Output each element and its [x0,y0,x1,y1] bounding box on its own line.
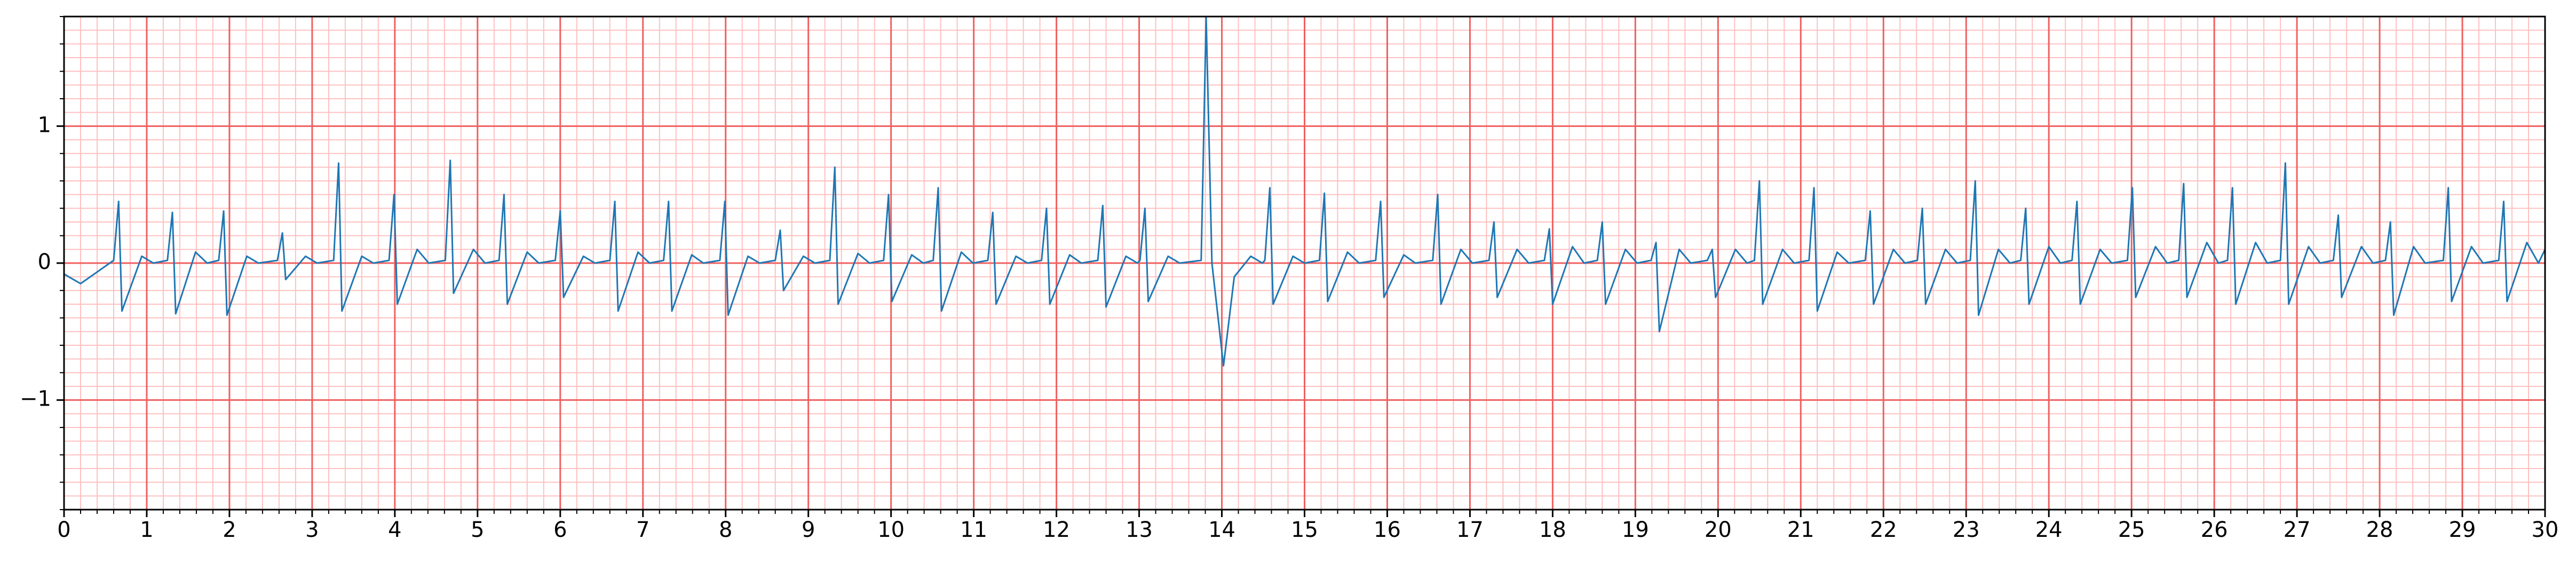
signal-line [64,15,2546,367]
x-tick-label: 2 [223,518,236,542]
x-tick-label: 8 [719,518,732,542]
x-tick-label: 14 [1208,518,1235,542]
x-tick-label: 24 [2035,518,2063,542]
x-tick-label: 29 [2449,518,2476,542]
x-tick-label: 12 [1043,518,1070,542]
x-tick-label: 27 [2284,518,2311,542]
x-tick-label: 15 [1291,518,1318,542]
x-tick-label: 13 [1125,518,1153,542]
x-tick-label: 7 [636,518,649,542]
x-tick-label: 16 [1374,518,1401,542]
x-tick-label: 6 [553,518,567,542]
x-tick-label: 4 [388,518,401,542]
x-tick-label: 26 [2201,518,2228,542]
x-tick-label: 11 [960,518,987,542]
x-tick-label: 5 [471,518,484,542]
y-tick-label: −1 [20,387,51,411]
y-tick-label: 0 [38,250,51,274]
x-tick-label: 22 [1870,518,1897,542]
x-tick-label: 1 [140,518,153,542]
x-tick-label: 3 [305,518,319,542]
x-tick-label: 19 [1622,518,1649,542]
x-tick-label: 9 [802,518,815,542]
x-tick-label: 10 [877,518,905,542]
x-tick-label: 18 [1539,518,1566,542]
x-tick-label: 21 [1787,518,1814,542]
y-tick-label: 1 [38,113,51,137]
plot-frame [63,15,2546,511]
x-tick-label: 23 [1953,518,1980,542]
x-tick-label: 17 [1456,518,1484,542]
x-tick-label: 0 [57,518,70,542]
x-tick-label: 30 [2532,518,2559,542]
x-tick-label: 20 [1705,518,1732,542]
x-tick-label: 25 [2118,518,2145,542]
x-tick-label: 28 [2366,518,2393,542]
